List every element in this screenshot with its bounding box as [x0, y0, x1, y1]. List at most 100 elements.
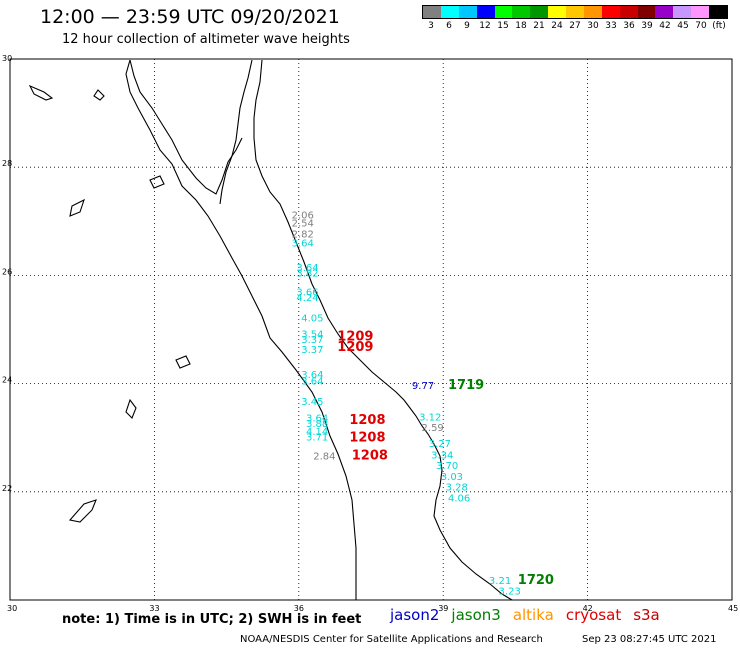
wave-height-value: 3.28 — [446, 483, 468, 494]
pass-time-label: 1208 — [349, 430, 385, 445]
lon-tick-30: 30 — [7, 604, 17, 613]
pass-time-label: 1720 — [518, 573, 554, 588]
lon-tick-36: 36 — [294, 604, 304, 613]
wave-height-value: 3.82 — [296, 268, 318, 279]
sinai-east-coast — [253, 59, 513, 601]
legend-jason2: jason2 — [390, 606, 440, 624]
scale-label-7: 24 — [551, 21, 563, 31]
scale-label-11: 36 — [623, 21, 635, 31]
wave-height-value: 3.88 — [306, 419, 328, 430]
scale-swatch-13 — [655, 6, 674, 18]
wave-height-color-scale — [422, 5, 728, 19]
wave-height-value: 2.59 — [422, 423, 444, 434]
scale-swatch-14 — [673, 6, 692, 18]
legend-s3a: s3a — [633, 606, 660, 624]
pass-time-label: 1209 — [337, 340, 373, 355]
scale-swatch-4 — [494, 6, 513, 18]
lat-tick-28: 28 — [2, 159, 12, 168]
scale-swatch-7 — [548, 6, 566, 18]
pass-time-label: 1209 — [337, 329, 373, 344]
scale-label-5: 18 — [515, 21, 527, 31]
wave-height-value: 3.64 — [306, 413, 328, 424]
wave-height-value: 3.12 — [419, 412, 441, 423]
map-frame — [9, 58, 733, 601]
wave-height-value: 3.64 — [292, 239, 314, 250]
color-scale-labels: 3 6 9 12 15 18 21 24 27 30 33 36 39 42 45 70 (ft) — [422, 21, 728, 33]
scale-label-12: 39 — [641, 21, 653, 31]
credit-text: NOAA/NESDIS Center for Satellite Applica… — [240, 634, 543, 645]
footer-note: note: 1) Time is in UTC; 2) SWH is in fe… — [62, 612, 362, 627]
lat-tick-24: 24 — [2, 376, 12, 385]
lat-tick-22: 22 — [2, 484, 12, 493]
wave-height-annotations: 2.062.542.823.643.643.823.664.244.053.54… — [292, 211, 554, 598]
wave-height-value: 3.66 — [296, 287, 318, 298]
lake-1 — [149, 175, 165, 189]
scale-label-14: 45 — [677, 21, 689, 31]
scale-swatch-1 — [440, 6, 459, 18]
axis-tick-labels: 30 33 36 39 42 45 30 28 26 24 22 — [2, 54, 738, 613]
wave-height-value: 3.03 — [441, 472, 463, 483]
wave-height-value: 3.37 — [301, 345, 323, 356]
scale-label-0: 3 — [428, 21, 434, 31]
wave-height-value: 3.27 — [429, 439, 451, 450]
scale-swatch-2 — [458, 6, 477, 18]
wave-height-value: 3.70 — [436, 461, 458, 472]
gulf-of-suez-coast — [129, 59, 243, 195]
scale-swatch-16 — [709, 6, 727, 18]
map-grid — [10, 59, 732, 600]
wave-height-value: 4.14 — [306, 427, 328, 438]
scale-label-4: 15 — [497, 21, 509, 31]
lon-tick-45: 45 — [728, 604, 738, 613]
satellite-legend: jason2 jason3 altika cryosat s3a — [390, 606, 672, 624]
lat-tick-30: 30 — [2, 54, 12, 63]
pass-time-label: 1208 — [349, 413, 385, 428]
scale-label-9: 30 — [587, 21, 599, 31]
pass-time-label: 1208 — [352, 448, 388, 463]
scale-swatch-9 — [583, 6, 602, 18]
scale-swatch-5 — [512, 6, 531, 18]
scale-label-1: 6 — [446, 21, 452, 31]
scale-swatch-6 — [530, 6, 549, 18]
legend-altika: altika — [512, 606, 554, 624]
scale-label-6: 21 — [533, 21, 545, 31]
lon-tick-33: 33 — [149, 604, 159, 613]
scale-swatch-10 — [601, 6, 620, 18]
scale-swatch-12 — [637, 6, 656, 18]
lake-4 — [68, 499, 97, 523]
wave-height-value: 3.71 — [306, 432, 328, 443]
scale-label-8: 27 — [569, 21, 581, 31]
lon-tick-42: 42 — [583, 604, 593, 613]
wave-height-value: 4.05 — [301, 313, 323, 324]
scale-label-13: 42 — [659, 21, 671, 31]
pass-time-label: 1719 — [448, 378, 484, 393]
wave-height-value: 2.06 — [292, 211, 314, 222]
island-3 — [69, 198, 85, 217]
lon-tick-39: 39 — [438, 604, 448, 613]
scale-swatch-8 — [566, 6, 584, 18]
scale-label-10: 33 — [605, 21, 617, 31]
wave-height-value: 9.77 — [412, 381, 434, 392]
legend-jason3: jason3 — [451, 606, 501, 624]
wave-height-value: 3.21 — [489, 576, 511, 587]
wave-height-value: 3.54 — [301, 330, 323, 341]
legend-cryosat: cryosat — [565, 606, 622, 624]
gulf-of-aqaba-coast — [219, 59, 253, 205]
coastline — [28, 59, 513, 601]
lake-3 — [125, 398, 137, 419]
scale-label-16: (ft) — [712, 21, 726, 31]
scale-swatch-15 — [691, 6, 709, 18]
wave-height-value: 3.23 — [499, 587, 521, 598]
wave-height-value: 2.54 — [292, 219, 314, 230]
map-subtitle: 12 hour collection of altimeter wave hei… — [62, 32, 350, 47]
wave-height-value: 3.64 — [296, 263, 318, 274]
wave-height-value: 2.84 — [313, 451, 335, 462]
wave-height-value: 2.82 — [292, 230, 314, 241]
scale-label-15: 70 — [695, 21, 707, 31]
lat-tick-26: 26 — [2, 267, 12, 276]
scale-swatch-11 — [619, 6, 638, 18]
scale-swatch-0 — [423, 6, 441, 18]
generation-timestamp: Sep 23 08:27:45 UTC 2021 — [582, 634, 717, 645]
wave-height-value: 4.24 — [296, 293, 318, 304]
african-coast — [125, 59, 357, 600]
